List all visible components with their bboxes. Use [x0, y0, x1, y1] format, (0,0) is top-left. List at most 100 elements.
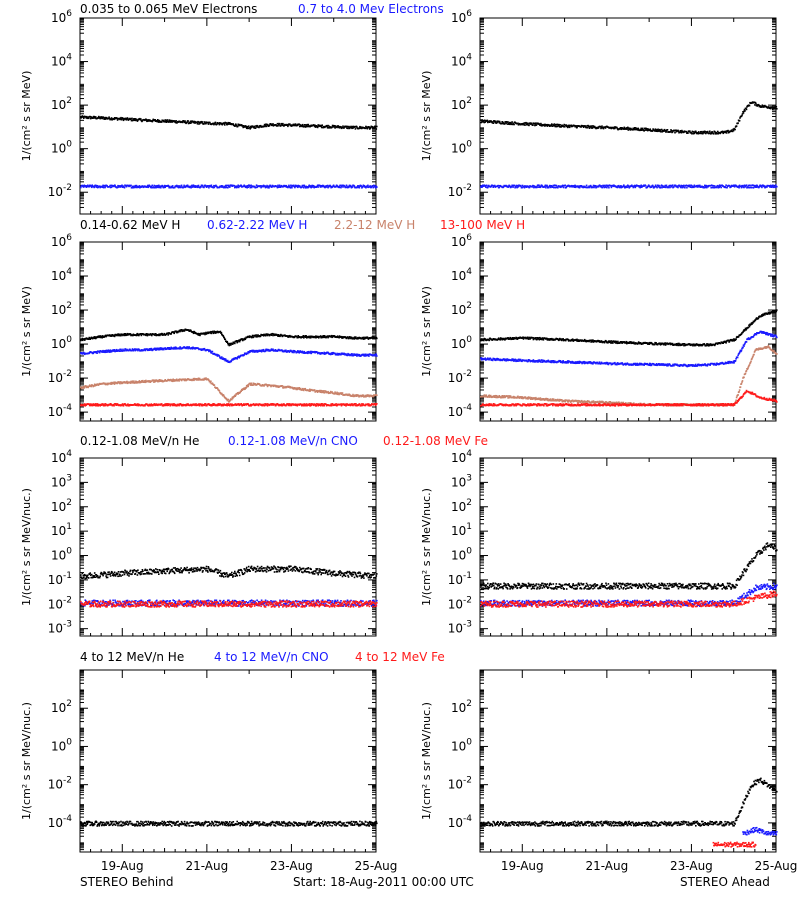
data-point [348, 125, 350, 128]
data-point [503, 123, 506, 125]
data-point [119, 348, 121, 351]
data-point [255, 126, 258, 128]
data-point [82, 353, 84, 355]
data-point [118, 117, 121, 120]
data-point [603, 184, 605, 187]
data-point [675, 185, 678, 187]
data-point [347, 336, 349, 339]
data-point [140, 118, 142, 120]
data-point [773, 184, 775, 187]
data-point [537, 186, 540, 188]
data-point [218, 390, 221, 392]
data-point [697, 132, 700, 135]
data-point [509, 185, 511, 188]
data-point [359, 127, 362, 129]
data-point [670, 129, 673, 132]
data-point [651, 184, 654, 187]
data-point [575, 125, 577, 127]
data-point [244, 126, 246, 128]
y-tick-base: 10 [48, 185, 63, 199]
data-point [588, 186, 591, 189]
data-point [755, 184, 757, 187]
data-point [270, 348, 273, 350]
data-point [150, 185, 153, 188]
data-point [521, 184, 524, 187]
data-point [673, 129, 676, 132]
data-point [158, 347, 161, 350]
data-point [277, 123, 280, 126]
data-point [188, 346, 190, 348]
data-point [182, 120, 185, 122]
data-point [571, 186, 573, 188]
data-point [673, 185, 675, 188]
y-tick-base: 10 [51, 303, 66, 317]
data-point [360, 126, 362, 128]
data-point [288, 335, 291, 338]
data-point [226, 360, 229, 363]
data-point [98, 116, 101, 118]
data-point [169, 347, 171, 349]
data-point [146, 333, 148, 336]
data-point [331, 124, 334, 127]
data-point [154, 186, 157, 188]
data-point [90, 336, 93, 339]
data-point [675, 130, 678, 133]
legend-label: 0.7 to 4.0 Mev Electrons [298, 2, 444, 16]
data-point [92, 117, 94, 119]
data-point [545, 186, 547, 189]
data-point [246, 352, 249, 355]
data-point [501, 122, 504, 125]
data-point [301, 186, 303, 188]
data-point [299, 125, 301, 128]
data-point [654, 184, 657, 187]
y-tick-exponent: 6 [66, 9, 72, 19]
data-point [628, 187, 631, 189]
data-point [210, 352, 213, 354]
data-point [540, 125, 543, 127]
data-point [121, 350, 124, 352]
data-point [572, 185, 575, 187]
data-point [103, 184, 106, 187]
data-point [255, 336, 257, 338]
data-point [321, 184, 324, 187]
data-point [639, 185, 642, 188]
data-point [548, 186, 550, 189]
data-point [205, 186, 208, 188]
data-point [136, 186, 138, 189]
data-point [366, 127, 369, 130]
data-point [121, 118, 123, 120]
data-point [153, 186, 155, 189]
data-point [258, 126, 260, 129]
data-point [113, 117, 116, 119]
data-point [104, 118, 106, 120]
data-point [625, 128, 628, 130]
data-point [193, 331, 196, 333]
data-point [372, 337, 375, 340]
data-point [352, 337, 355, 340]
data-point [99, 336, 101, 339]
data-point [346, 125, 349, 128]
data-point [304, 387, 307, 390]
data-point [243, 338, 245, 341]
data-point [186, 185, 188, 188]
data-point [205, 331, 207, 334]
data-point [202, 333, 205, 335]
data-point [163, 184, 166, 187]
data-point [161, 348, 163, 351]
data-point [288, 184, 290, 187]
data-point [180, 184, 183, 187]
data-point [313, 389, 316, 391]
data-point [567, 124, 569, 127]
data-point [754, 101, 757, 104]
data-point [255, 125, 257, 127]
data-point [731, 130, 734, 133]
data-point [303, 186, 305, 189]
data-point [236, 125, 239, 128]
data-point [137, 333, 140, 336]
data-point [234, 342, 236, 345]
data-point [114, 333, 117, 336]
data-point [579, 185, 582, 187]
data-point [552, 125, 554, 127]
data-point [218, 122, 220, 125]
data-point [741, 185, 744, 188]
